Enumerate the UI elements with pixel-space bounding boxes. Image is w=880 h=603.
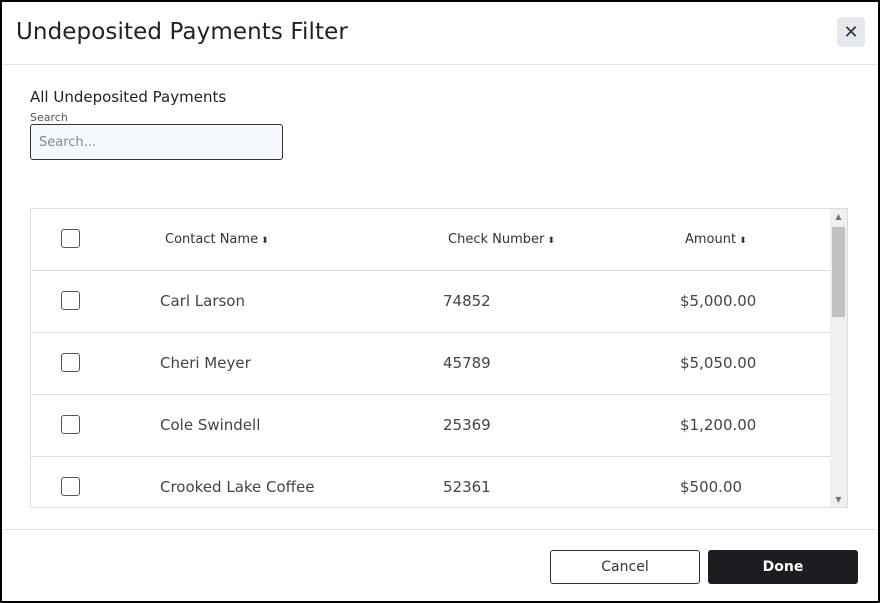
row-checkbox[interactable] bbox=[61, 353, 80, 372]
check-number-cell: 74852 bbox=[443, 292, 491, 310]
search-input[interactable] bbox=[30, 124, 283, 160]
payments-table: Contact Name ⬍ Check Number ⬍ Amount ⬍ Carl… bbox=[30, 208, 848, 508]
contact-name-cell: Carl Larson bbox=[160, 292, 245, 310]
scroll-up-icon[interactable]: ▲ bbox=[835, 212, 842, 221]
table-header: Contact Name ⬍ Check Number ⬍ Amount ⬍ bbox=[31, 209, 831, 271]
select-all-checkbox[interactable] bbox=[61, 229, 80, 248]
divider bbox=[2, 529, 878, 530]
amount-cell: $5,000.00 bbox=[680, 292, 757, 310]
table-row[interactable]: Cheri Meyer 45789 $5,050.00 bbox=[31, 333, 831, 395]
table-row[interactable]: Crooked Lake Coffee 52361 $500.00 bbox=[31, 457, 831, 507]
row-checkbox[interactable] bbox=[61, 415, 80, 434]
row-checkbox[interactable] bbox=[61, 291, 80, 310]
close-button[interactable]: ✕ bbox=[837, 17, 865, 47]
contact-name-cell: Crooked Lake Coffee bbox=[160, 478, 315, 496]
contact-name-cell: Cole Swindell bbox=[160, 416, 261, 434]
amount-cell: $500.00 bbox=[680, 478, 743, 496]
column-header-check-number[interactable]: Check Number ⬍ bbox=[448, 232, 555, 247]
sort-icon: ⬍ bbox=[739, 236, 747, 246]
sort-icon: ⬍ bbox=[547, 236, 555, 246]
table-row[interactable]: Cole Swindell 25369 $1,200.00 bbox=[31, 395, 831, 457]
section-title: All Undeposited Payments bbox=[30, 88, 227, 106]
done-button[interactable]: Done bbox=[708, 550, 858, 584]
scrollbar[interactable]: ▲ ▼ bbox=[830, 209, 847, 507]
column-header-contact-name[interactable]: Contact Name ⬍ bbox=[165, 232, 269, 247]
row-checkbox[interactable] bbox=[61, 477, 80, 496]
sort-icon: ⬍ bbox=[261, 236, 269, 246]
scroll-down-icon[interactable]: ▼ bbox=[835, 495, 842, 504]
dialog-title: Undeposited Payments Filter bbox=[16, 19, 348, 45]
check-number-cell: 45789 bbox=[443, 354, 491, 372]
search-label: Search bbox=[30, 111, 68, 124]
check-number-cell: 25369 bbox=[443, 416, 491, 434]
amount-cell: $5,050.00 bbox=[680, 354, 757, 372]
check-number-cell: 52361 bbox=[443, 478, 491, 496]
scrollbar-thumb[interactable] bbox=[832, 227, 845, 317]
amount-cell: $1,200.00 bbox=[680, 416, 757, 434]
table-row[interactable]: Carl Larson 74852 $5,000.00 bbox=[31, 271, 831, 333]
contact-name-cell: Cheri Meyer bbox=[160, 354, 251, 372]
cancel-button[interactable]: Cancel bbox=[550, 550, 700, 584]
column-header-amount[interactable]: Amount ⬍ bbox=[685, 232, 747, 247]
divider bbox=[2, 64, 878, 65]
close-icon: ✕ bbox=[843, 21, 859, 43]
